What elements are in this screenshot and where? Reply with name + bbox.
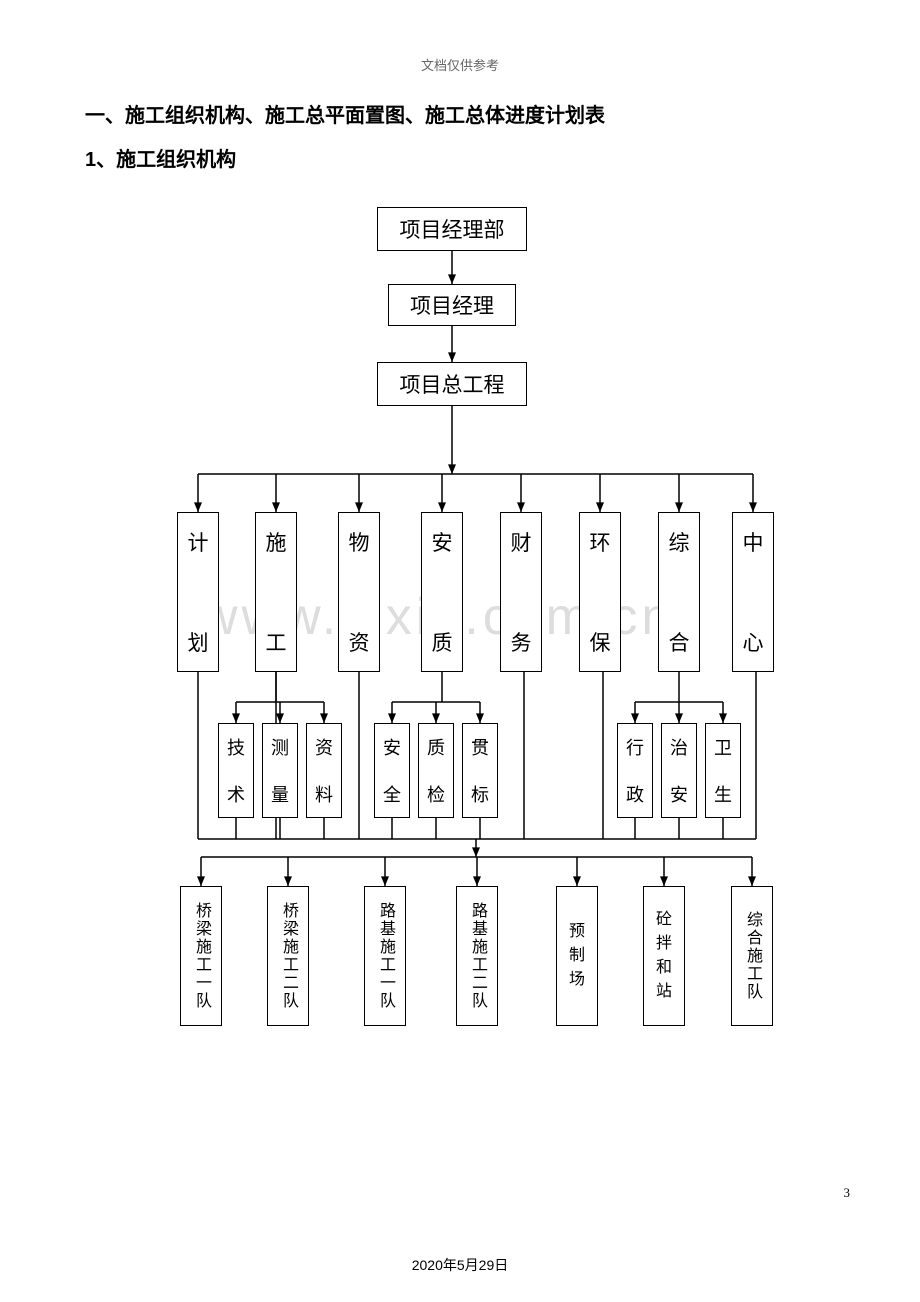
- node-dept-2: 物资: [338, 512, 380, 672]
- node-team-6: 综合施工队: [731, 886, 773, 1026]
- page-header: 文档仅供参考: [0, 0, 920, 74]
- node-sub-6: 行政: [617, 723, 653, 818]
- node-dept-7: 中心: [732, 512, 774, 672]
- node-dept-5: 环保: [579, 512, 621, 672]
- node-project-dept: 项目经理部: [377, 207, 527, 251]
- node-team-4: 预制场: [556, 886, 598, 1026]
- node-sub-3: 安全: [374, 723, 410, 818]
- node-dept-3: 安质: [421, 512, 463, 672]
- node-dept-0: 计划: [177, 512, 219, 672]
- heading-2: 1、施工组织机构: [0, 128, 920, 172]
- node-chief-engineer: 项目总工程: [377, 362, 527, 406]
- node-team-5: 砼拌和站: [643, 886, 685, 1026]
- node-team-0: 桥梁施工一队: [180, 886, 222, 1026]
- heading-1: 一、施工组织机构、施工总平面置图、施工总体进度计划表: [0, 74, 920, 128]
- node-dept-6: 综合: [658, 512, 700, 672]
- node-dept-1: 施工: [255, 512, 297, 672]
- node-sub-1: 测量: [262, 723, 298, 818]
- node-team-1: 桥梁施工二队: [267, 886, 309, 1026]
- node-project-manager: 项目经理: [388, 284, 516, 326]
- node-sub-2: 资料: [306, 723, 342, 818]
- node-sub-8: 卫生: [705, 723, 741, 818]
- node-dept-4: 财务: [500, 512, 542, 672]
- node-team-3: 路基施工二队: [456, 886, 498, 1026]
- node-sub-7: 治安: [661, 723, 697, 818]
- page-number: 3: [844, 1185, 851, 1201]
- page-date: 2020年5月29日: [0, 1255, 920, 1275]
- node-sub-4: 质检: [418, 723, 454, 818]
- node-sub-0: 技术: [218, 723, 254, 818]
- node-sub-5: 贯标: [462, 723, 498, 818]
- org-chart: www.zixin.com.cn 项目经理部项目经理项目总工程计划施工物资安质财…: [0, 192, 920, 1132]
- node-team-2: 路基施工一队: [364, 886, 406, 1026]
